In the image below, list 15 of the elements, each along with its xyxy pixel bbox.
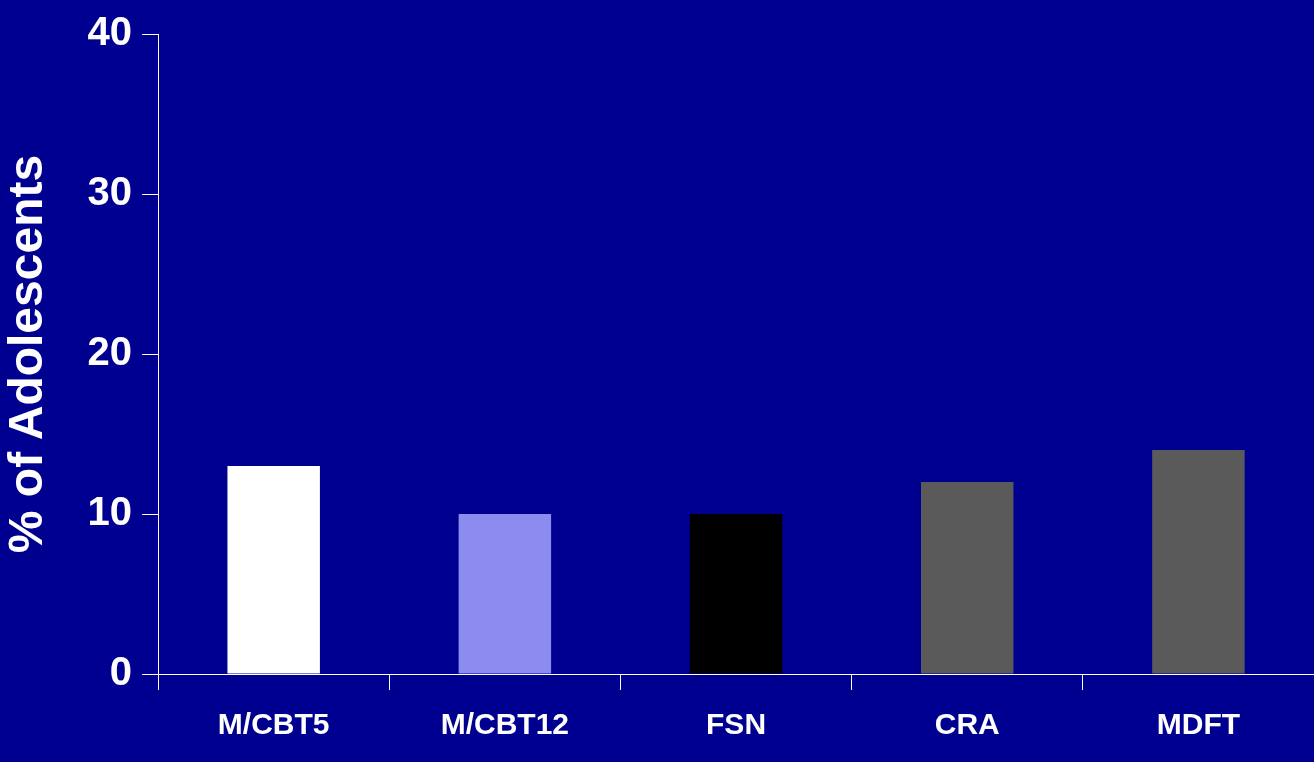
bar bbox=[689, 514, 783, 674]
x-tick-label: M/CBT5 bbox=[217, 707, 330, 741]
bar bbox=[1152, 450, 1245, 674]
x-tick-label: M/CBT12 bbox=[440, 707, 570, 741]
y-tick-label: 40 bbox=[87, 9, 133, 54]
y-tick-label: 20 bbox=[87, 329, 133, 374]
x-tick-label: FSN bbox=[706, 707, 767, 741]
bar bbox=[458, 514, 552, 674]
y-tick-label: 10 bbox=[87, 489, 133, 534]
x-tick-label: MDFT bbox=[1156, 707, 1241, 741]
bar bbox=[920, 482, 1014, 674]
x-tick-label: CRA bbox=[934, 707, 1000, 741]
y-tick-label: 0 bbox=[109, 649, 133, 694]
y-tick-label: 30 bbox=[87, 169, 133, 214]
y-axis-title: % of Adolescents bbox=[0, 154, 53, 554]
